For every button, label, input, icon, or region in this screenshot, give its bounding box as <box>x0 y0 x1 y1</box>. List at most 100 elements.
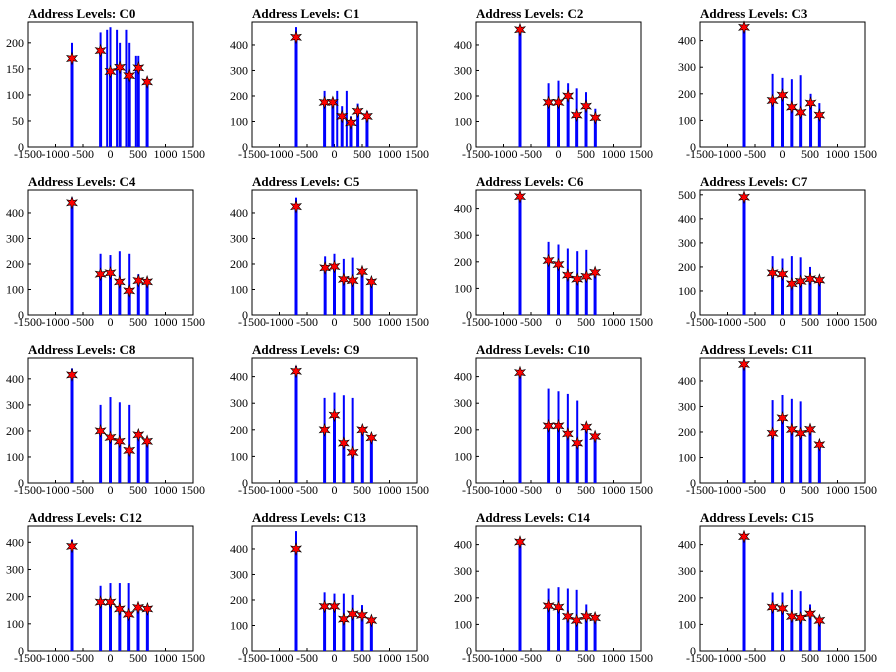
x-tick-label: 1000 <box>378 315 402 329</box>
peak-bar <box>99 430 103 483</box>
x-tick-label: 1500 <box>405 651 429 665</box>
x-tick-label: 0 <box>780 315 786 329</box>
y-tick-label: 100 <box>6 617 24 631</box>
panel-title: Address Levels: C1 <box>252 6 359 21</box>
y-tick-label: 400 <box>454 538 472 552</box>
x-tick-label: 1000 <box>602 483 626 497</box>
peak-star-marker <box>580 420 593 435</box>
y-tick-label: 300 <box>230 63 248 77</box>
y-tick-label: 0 <box>690 644 696 658</box>
peak-bar <box>557 102 560 147</box>
x-tick-label: -1000 <box>42 315 70 329</box>
y-tick-label: 400 <box>678 34 696 48</box>
y-tick-label: 0 <box>18 644 24 658</box>
peak-star-marker <box>589 429 602 444</box>
peak-bar <box>575 620 579 651</box>
peak-bar <box>70 546 74 651</box>
peak-bar <box>593 117 597 147</box>
y-tick-label: 300 <box>678 60 696 74</box>
y-tick-label: 100 <box>230 114 248 128</box>
peak-bar <box>323 429 327 483</box>
peak-star-marker <box>365 613 378 628</box>
panel-title: Address Levels: C4 <box>28 174 136 189</box>
peak-bar <box>817 280 821 315</box>
peak-star-marker <box>813 437 826 452</box>
x-tick-label: 1500 <box>181 315 205 329</box>
x-tick-label: -1000 <box>42 651 70 665</box>
y-tick-label: 100 <box>454 114 472 128</box>
peak-bar <box>145 81 149 147</box>
peak-star-marker <box>776 88 789 103</box>
peak-star-marker <box>346 607 359 621</box>
peak-star-marker <box>289 30 303 45</box>
x-tick-label: -1500 <box>238 483 266 497</box>
x-tick-label: -1000 <box>714 483 742 497</box>
x-tick-label: -1500 <box>14 315 42 329</box>
peak-bar <box>781 608 784 651</box>
histogram-bar <box>134 55 137 147</box>
peak-bar <box>584 106 588 147</box>
peak-bar <box>575 115 579 147</box>
y-tick-label: 0 <box>690 140 696 154</box>
peak-bar <box>817 620 821 651</box>
x-tick-label: 1500 <box>629 147 653 161</box>
peak-bar <box>70 202 74 315</box>
peak-star-marker <box>65 539 79 554</box>
y-tick-label: 400 <box>454 202 472 216</box>
x-tick-label: -1500 <box>462 483 490 497</box>
y-tick-label: 200 <box>454 255 472 269</box>
y-tick-label: 50 <box>12 114 24 128</box>
panel-c15: Address Levels: C15 -1500 -1000 -500 0 500 100… <box>678 510 877 665</box>
y-tick-label: 300 <box>454 396 472 410</box>
x-tick-label: 0 <box>556 483 562 497</box>
peak-star-marker <box>513 365 527 380</box>
peak-bar <box>781 274 784 315</box>
panel-title: Address Levels: C14 <box>476 510 590 525</box>
peak-bar <box>323 606 327 651</box>
peak-star-marker <box>131 600 145 615</box>
peak-star-marker <box>344 115 358 130</box>
peak-star-marker <box>141 434 154 449</box>
peak-bar <box>294 37 298 147</box>
peak-bar <box>584 616 588 651</box>
x-tick-label: 500 <box>577 315 595 329</box>
peak-star-marker <box>94 423 107 438</box>
peak-star-marker <box>365 430 378 445</box>
peak-bar <box>331 102 335 147</box>
peak-star-marker <box>318 95 331 110</box>
peak-bar <box>593 272 597 315</box>
x-tick-label: -1500 <box>462 147 490 161</box>
y-tick-label: 0 <box>466 476 472 490</box>
peak-star-marker <box>513 22 527 37</box>
y-tick-label: 100 <box>678 284 696 298</box>
peak-bar <box>790 107 794 147</box>
y-tick-label: 200 <box>678 425 696 439</box>
peak-bar <box>593 617 597 651</box>
x-tick-label: -1500 <box>14 483 42 497</box>
panel-c8: Address Levels: C8-1500 -1000 -500 0 500 1000… <box>6 342 205 497</box>
peak-bar <box>369 437 373 483</box>
panel-c3: Address Levels: C3-1500 -1000 -500 0 500 1000… <box>678 6 877 161</box>
y-tick-label: 100 <box>230 618 248 632</box>
x-tick-label: -1500 <box>14 651 42 665</box>
peak-star-marker <box>542 598 555 613</box>
peak-star-marker <box>766 93 779 108</box>
x-tick-label: -1000 <box>266 315 294 329</box>
peak-star-marker <box>365 274 378 289</box>
peak-star-marker <box>318 422 331 437</box>
peak-bar <box>584 276 588 315</box>
peak-star-marker <box>737 529 751 544</box>
peak-bar <box>333 415 336 483</box>
peak-bar <box>557 264 560 315</box>
y-tick-label: 300 <box>230 396 248 410</box>
peak-bar <box>342 443 346 483</box>
peak-bar <box>294 206 298 315</box>
peak-bar <box>547 605 551 651</box>
x-tick-label: 1500 <box>629 315 653 329</box>
peak-star-marker <box>104 595 117 610</box>
y-tick-label: 400 <box>6 372 24 386</box>
peak-bar <box>294 371 298 483</box>
peak-bar <box>145 281 149 315</box>
x-tick-label: 500 <box>577 483 595 497</box>
